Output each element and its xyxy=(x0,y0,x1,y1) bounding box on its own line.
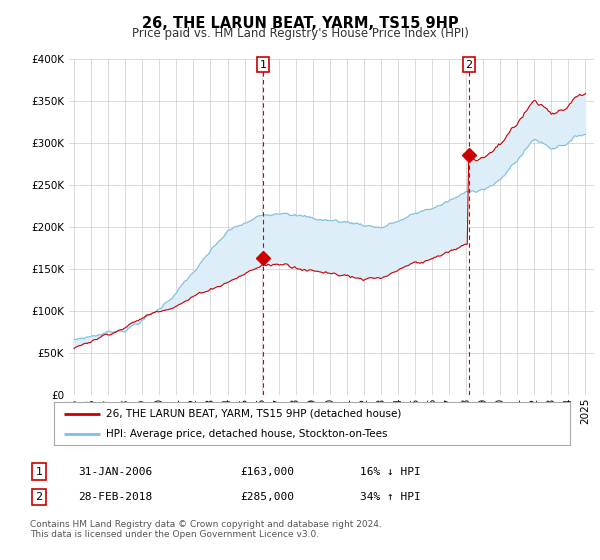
Text: 26, THE LARUN BEAT, YARM, TS15 9HP: 26, THE LARUN BEAT, YARM, TS15 9HP xyxy=(142,16,458,31)
Text: 26, THE LARUN BEAT, YARM, TS15 9HP (detached house): 26, THE LARUN BEAT, YARM, TS15 9HP (deta… xyxy=(106,409,401,419)
Text: Contains HM Land Registry data © Crown copyright and database right 2024.
This d: Contains HM Land Registry data © Crown c… xyxy=(30,520,382,539)
Text: 31-JAN-2006: 31-JAN-2006 xyxy=(78,466,152,477)
Text: Price paid vs. HM Land Registry's House Price Index (HPI): Price paid vs. HM Land Registry's House … xyxy=(131,27,469,40)
Text: £163,000: £163,000 xyxy=(240,466,294,477)
Text: 1: 1 xyxy=(35,466,43,477)
Text: 1: 1 xyxy=(259,60,266,69)
Text: 2: 2 xyxy=(35,492,43,502)
Text: 2: 2 xyxy=(466,60,473,69)
Text: £285,000: £285,000 xyxy=(240,492,294,502)
Text: 28-FEB-2018: 28-FEB-2018 xyxy=(78,492,152,502)
Text: 16% ↓ HPI: 16% ↓ HPI xyxy=(360,466,421,477)
Text: HPI: Average price, detached house, Stockton-on-Tees: HPI: Average price, detached house, Stoc… xyxy=(106,430,387,439)
Text: 34% ↑ HPI: 34% ↑ HPI xyxy=(360,492,421,502)
